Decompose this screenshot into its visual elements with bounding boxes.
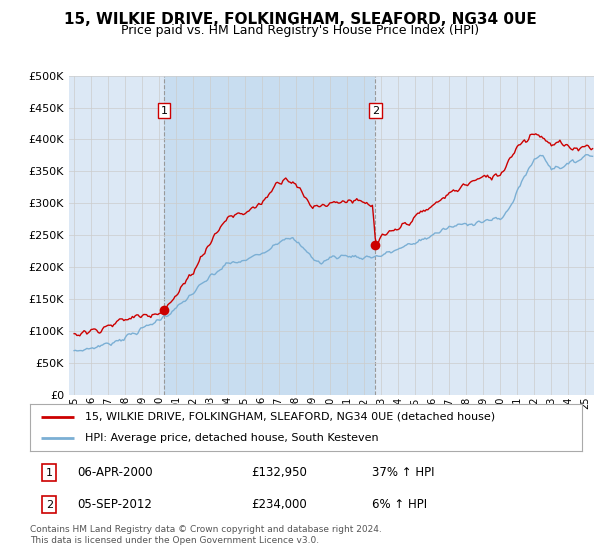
Text: £132,950: £132,950 [251, 466, 307, 479]
Text: 2: 2 [372, 106, 379, 116]
Bar [164, 76, 376, 395]
Text: £234,000: £234,000 [251, 498, 307, 511]
Text: Contains HM Land Registry data © Crown copyright and database right 2024.
This d: Contains HM Land Registry data © Crown c… [30, 525, 382, 545]
Text: 1: 1 [46, 468, 53, 478]
Text: 2: 2 [46, 500, 53, 510]
Text: 1: 1 [160, 106, 167, 116]
Text: 05-SEP-2012: 05-SEP-2012 [77, 498, 152, 511]
Text: 06-APR-2000: 06-APR-2000 [77, 466, 152, 479]
Text: 15, WILKIE DRIVE, FOLKINGHAM, SLEAFORD, NG34 0UE: 15, WILKIE DRIVE, FOLKINGHAM, SLEAFORD, … [64, 12, 536, 27]
Text: 6% ↑ HPI: 6% ↑ HPI [372, 498, 427, 511]
Text: 15, WILKIE DRIVE, FOLKINGHAM, SLEAFORD, NG34 0UE (detached house): 15, WILKIE DRIVE, FOLKINGHAM, SLEAFORD, … [85, 412, 496, 422]
Text: HPI: Average price, detached house, South Kesteven: HPI: Average price, detached house, Sout… [85, 433, 379, 444]
Text: 37% ↑ HPI: 37% ↑ HPI [372, 466, 435, 479]
Text: Price paid vs. HM Land Registry's House Price Index (HPI): Price paid vs. HM Land Registry's House … [121, 24, 479, 37]
